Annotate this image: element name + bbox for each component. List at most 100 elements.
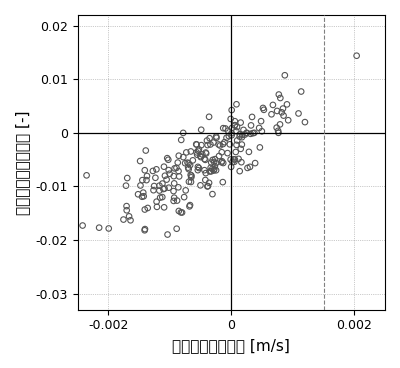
Point <box>202 149 209 155</box>
Point <box>80 223 86 229</box>
Point <box>233 142 240 148</box>
Point <box>206 114 212 120</box>
Point <box>186 204 193 209</box>
Point <box>244 165 251 171</box>
Point <box>165 157 172 163</box>
Point <box>276 92 282 98</box>
Point <box>142 227 148 233</box>
Point <box>208 169 214 174</box>
Point <box>229 159 236 165</box>
Point <box>153 166 160 172</box>
Point <box>186 179 192 185</box>
Point <box>126 213 132 219</box>
Point <box>188 149 194 155</box>
Point <box>159 194 166 200</box>
Point <box>204 184 210 190</box>
Point <box>183 149 190 155</box>
Point <box>194 152 200 158</box>
Point <box>209 166 216 172</box>
Point <box>198 154 204 160</box>
Point <box>178 209 184 215</box>
Point <box>159 181 166 187</box>
Point <box>176 173 182 179</box>
Point <box>161 204 167 210</box>
Point <box>106 226 112 231</box>
Point <box>140 190 146 195</box>
Point <box>232 118 238 124</box>
Point <box>247 131 254 137</box>
Point <box>222 125 229 131</box>
Point <box>199 152 206 158</box>
Point <box>207 169 213 174</box>
Point <box>144 173 150 179</box>
Point <box>140 193 147 199</box>
Point <box>220 141 226 147</box>
Point <box>223 135 230 141</box>
Point <box>142 226 148 232</box>
Point <box>235 156 242 162</box>
Point <box>201 167 208 173</box>
Point <box>207 142 214 148</box>
Point <box>190 158 196 163</box>
Point <box>195 148 202 154</box>
Point <box>172 166 178 171</box>
Point <box>170 198 177 204</box>
Point <box>228 107 235 113</box>
Point <box>181 194 187 200</box>
Point <box>234 124 240 130</box>
Point <box>164 177 170 183</box>
Point <box>142 206 148 212</box>
Point <box>277 95 284 101</box>
Point <box>354 53 360 59</box>
Point <box>239 142 245 148</box>
Point <box>185 165 191 171</box>
Point <box>156 188 162 194</box>
Point <box>83 172 90 178</box>
Point <box>193 141 200 147</box>
Point <box>215 142 222 148</box>
Point <box>124 175 130 181</box>
Point <box>274 108 280 114</box>
Point <box>171 180 178 186</box>
Point <box>298 89 304 95</box>
Point <box>182 187 189 193</box>
Point <box>142 167 148 173</box>
Point <box>284 102 290 107</box>
Point <box>174 160 181 166</box>
Point <box>232 122 238 128</box>
Point <box>268 112 275 117</box>
Point <box>202 170 209 176</box>
Point <box>232 149 239 155</box>
Point <box>226 133 232 139</box>
Point <box>302 119 308 125</box>
Point <box>142 148 149 153</box>
Point <box>250 130 256 136</box>
Point <box>230 156 237 162</box>
Point <box>210 157 216 163</box>
Point <box>166 167 172 173</box>
Point <box>197 153 204 159</box>
Point <box>251 130 258 136</box>
Point <box>166 171 173 177</box>
Point <box>204 138 210 144</box>
Point <box>164 231 171 237</box>
Point <box>139 194 145 200</box>
Point <box>205 183 211 189</box>
Point <box>228 130 235 136</box>
Point <box>154 204 160 210</box>
Point <box>137 183 144 188</box>
Point <box>270 102 276 108</box>
Point <box>175 184 182 190</box>
Point <box>282 72 288 78</box>
Point <box>246 149 252 155</box>
Point <box>211 166 218 172</box>
Point <box>239 134 245 140</box>
Point <box>123 183 129 189</box>
Point <box>220 125 226 131</box>
Point <box>249 114 255 120</box>
Point <box>239 132 246 138</box>
Point <box>171 195 177 201</box>
Point <box>226 141 233 147</box>
Point <box>232 156 238 162</box>
Point <box>211 159 217 165</box>
